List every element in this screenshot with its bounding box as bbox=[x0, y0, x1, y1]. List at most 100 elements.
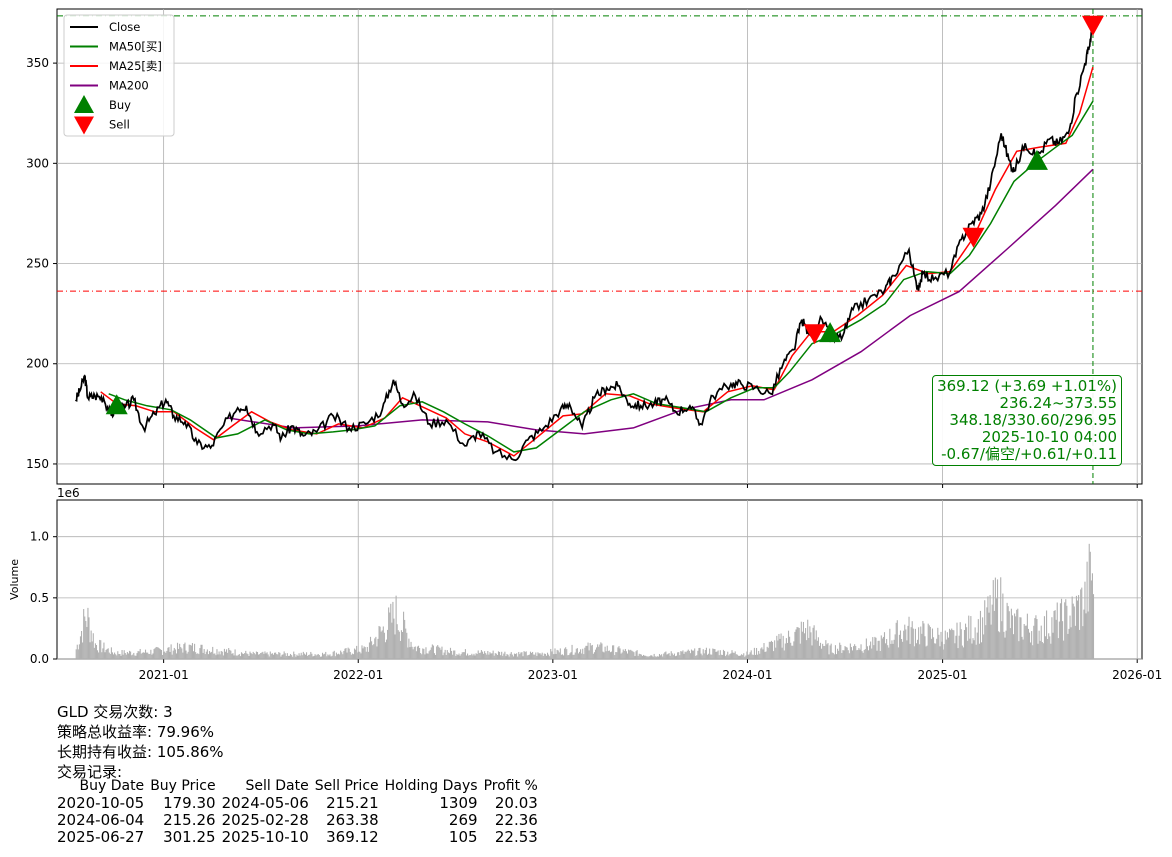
volume-bar bbox=[94, 643, 96, 659]
volume-bar bbox=[179, 643, 181, 659]
volume-bar bbox=[800, 621, 802, 659]
volume-bar bbox=[400, 630, 402, 659]
volume-bar bbox=[362, 648, 364, 659]
volume-bar bbox=[750, 650, 752, 659]
volume-bar bbox=[277, 654, 279, 659]
price-y-tick-label: 300 bbox=[26, 156, 49, 170]
volume-bar bbox=[1071, 596, 1073, 659]
cell-profit: 22.36 bbox=[494, 811, 538, 829]
volume-bar bbox=[668, 653, 670, 659]
volume-bar bbox=[881, 638, 883, 659]
volume-bar bbox=[185, 650, 187, 659]
volume-bar bbox=[1022, 639, 1024, 659]
volume-bar bbox=[1073, 606, 1075, 659]
volume-bar bbox=[208, 651, 211, 659]
volume-bar bbox=[287, 655, 289, 659]
cell-sell-date: 2025-02-28 bbox=[221, 811, 309, 829]
trade-records: Buy Date Buy Price Sell Date Sell Price … bbox=[57, 778, 544, 846]
volume-bar bbox=[991, 604, 993, 659]
volume-bar bbox=[542, 655, 544, 659]
volume-bar bbox=[231, 653, 233, 659]
volume-bar bbox=[946, 632, 948, 659]
volume-bar bbox=[568, 655, 570, 659]
volume-bar bbox=[423, 648, 425, 659]
volume-bar bbox=[562, 655, 565, 659]
volume-bar bbox=[752, 654, 754, 659]
volume-bar bbox=[990, 624, 992, 659]
volume-bar bbox=[317, 654, 319, 659]
volume-bar bbox=[1054, 610, 1056, 659]
volume-bar bbox=[244, 653, 246, 659]
volume-bar bbox=[87, 607, 89, 659]
volume-bar bbox=[268, 656, 270, 659]
volume-bar bbox=[187, 651, 189, 659]
price-y-tick-label: 250 bbox=[26, 257, 49, 271]
volume-bar bbox=[1014, 613, 1016, 659]
volume-bar bbox=[518, 651, 520, 659]
volume-bar bbox=[438, 646, 440, 659]
volume-bar bbox=[159, 649, 162, 659]
volume-bar bbox=[696, 655, 698, 659]
volume-bar bbox=[564, 648, 566, 659]
cell-holding-days: 269 bbox=[448, 811, 478, 829]
series-line bbox=[227, 168, 1094, 435]
volume-bar bbox=[432, 645, 434, 659]
volume-bar bbox=[1067, 633, 1069, 659]
volume-bar bbox=[812, 627, 814, 659]
volume-bar bbox=[726, 654, 728, 659]
volume-bar bbox=[825, 640, 827, 659]
volume-bar bbox=[907, 625, 909, 659]
volume-bar bbox=[939, 646, 941, 659]
volume-bar bbox=[526, 655, 528, 659]
volume-bar bbox=[430, 647, 432, 659]
volume-bar bbox=[310, 651, 312, 659]
volume-bar bbox=[476, 654, 478, 659]
volume-bar bbox=[660, 655, 662, 659]
volume-bar bbox=[553, 654, 555, 659]
volume-bar bbox=[1049, 636, 1051, 659]
volume-bar bbox=[114, 652, 116, 659]
volume-bar bbox=[663, 653, 665, 659]
volume-bar bbox=[535, 652, 537, 659]
volume-bar bbox=[676, 655, 678, 659]
cell-buy-date: 2020-10-05 bbox=[57, 794, 145, 812]
volume-bar bbox=[669, 655, 671, 659]
volume-bar bbox=[116, 655, 118, 659]
volume-bar bbox=[725, 656, 727, 659]
volume-bar bbox=[365, 651, 367, 659]
volume-bar bbox=[397, 630, 399, 659]
volume-bar bbox=[591, 644, 593, 659]
volume-bar bbox=[504, 651, 506, 659]
volume-bar bbox=[626, 653, 629, 659]
volume-bar bbox=[926, 645, 928, 659]
volume-bar bbox=[810, 632, 812, 659]
volume-bar bbox=[447, 652, 449, 659]
volume-bar bbox=[134, 655, 136, 659]
volume-bar bbox=[251, 654, 253, 659]
volume-bar bbox=[624, 648, 626, 659]
volume-bar bbox=[487, 651, 489, 659]
volume-bar bbox=[549, 656, 551, 659]
volume-bar bbox=[426, 653, 428, 659]
volume-bar bbox=[441, 646, 443, 659]
volume-bar bbox=[285, 656, 287, 659]
volume-bar bbox=[513, 653, 516, 659]
series-line bbox=[74, 24, 1094, 462]
volume-bar bbox=[514, 653, 517, 659]
volume-bar bbox=[910, 627, 912, 659]
volume-bar bbox=[399, 640, 401, 659]
volume-bar bbox=[854, 644, 856, 659]
volume-bar bbox=[773, 651, 775, 659]
volume-bar bbox=[983, 634, 985, 659]
volume-bar bbox=[655, 656, 657, 659]
volume-bar bbox=[911, 621, 913, 659]
volume-bar bbox=[734, 651, 736, 659]
volume-bar bbox=[485, 653, 487, 659]
volume-bar bbox=[744, 656, 746, 659]
volume-bar bbox=[445, 654, 447, 659]
volume-bar bbox=[731, 650, 733, 659]
volume-bar bbox=[411, 646, 413, 659]
volume-bar bbox=[1024, 625, 1026, 659]
table-row: 2025-06-27 301.25 2025-10-10 369.12 105 … bbox=[57, 829, 544, 846]
volume-bar bbox=[984, 600, 986, 659]
